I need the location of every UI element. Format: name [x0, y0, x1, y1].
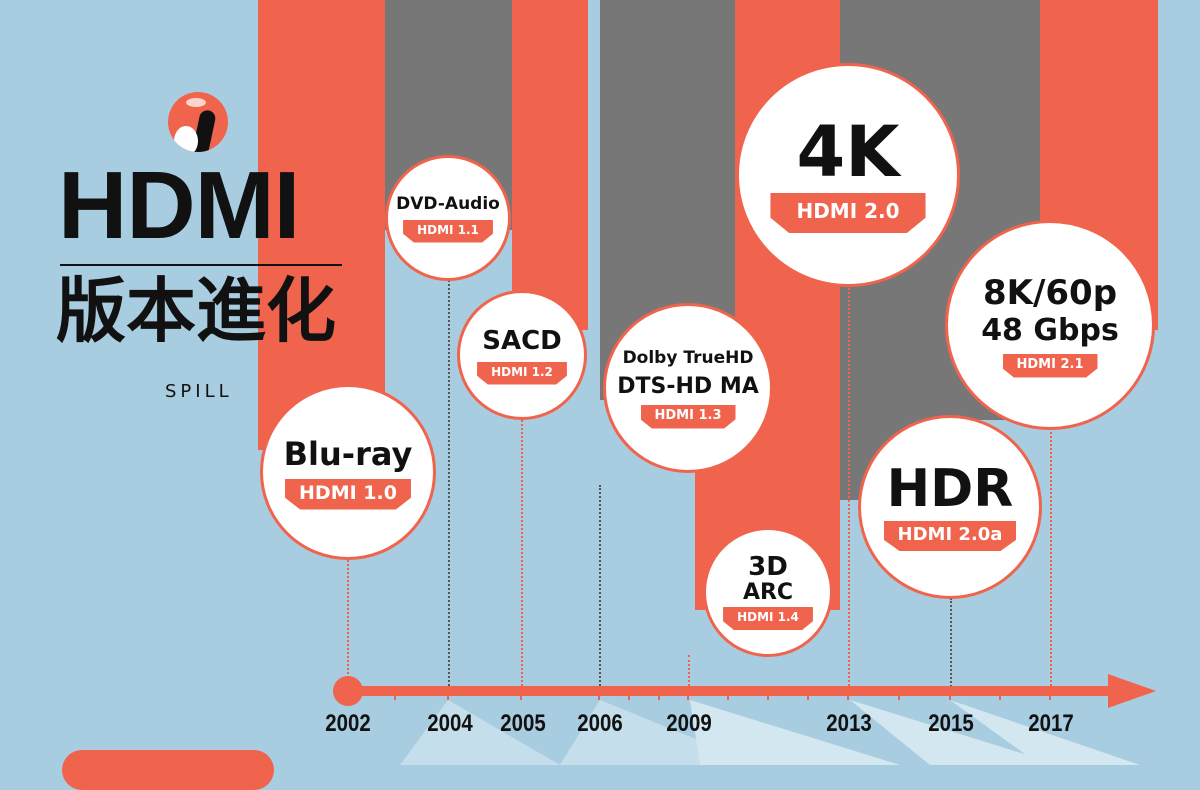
milestone-blu-ray: Blu-ray HDMI 1.0	[260, 384, 436, 560]
version-badge: HDMI 1.2	[477, 361, 567, 385]
feature-label-2: ARC	[742, 580, 794, 605]
tick	[394, 690, 396, 700]
version-badge: HDMI 1.4	[723, 607, 813, 630]
version-badge: HDMI 2.0	[770, 193, 926, 233]
feature-label-2: 48 Gbps	[981, 312, 1119, 348]
tick	[628, 690, 630, 700]
stripe	[258, 0, 385, 450]
connector	[448, 280, 450, 690]
connector	[521, 420, 523, 690]
tick	[658, 690, 660, 700]
version-badge: HDMI 2.1	[1002, 353, 1098, 378]
connector	[688, 655, 690, 690]
milestone-sacd: SACD HDMI 1.2	[457, 290, 587, 420]
connector	[599, 485, 601, 690]
tick	[1049, 690, 1051, 700]
connector	[1050, 425, 1052, 690]
tick	[447, 690, 449, 700]
year-label: 2015	[928, 710, 974, 737]
timeline-arrow	[1108, 674, 1156, 708]
feature-label: Blu-ray	[283, 434, 413, 473]
connector	[347, 560, 349, 690]
feature-label: Dolby TrueHD	[622, 347, 754, 368]
tick	[898, 690, 900, 700]
year-label: 2009	[666, 710, 712, 737]
milestone-4k: 4K HDMI 2.0	[736, 63, 960, 287]
tick	[520, 690, 522, 700]
version-badge: HDMI 2.0a	[883, 521, 1017, 551]
version-badge: HDMI 1.3	[640, 404, 736, 429]
light-rays	[400, 700, 1140, 765]
feature-label-2: DTS-HD MA	[617, 373, 759, 399]
stripe	[512, 0, 588, 330]
year-label: 2005	[500, 710, 546, 737]
feature-label: 8K/60p	[982, 272, 1118, 313]
feature-label: HDR	[886, 459, 1014, 519]
tick	[727, 690, 729, 700]
year-label: 2004	[427, 710, 473, 737]
milestone-dvd-audio: DVD-Audio HDMI 1.1	[385, 155, 511, 281]
timeline-axis	[348, 686, 1118, 696]
year-label: 2002	[325, 710, 371, 737]
version-badge: HDMI 1.0	[285, 478, 411, 510]
page-subtitle: 版本進化	[56, 270, 336, 352]
bottom-tab	[62, 750, 274, 790]
milestone-dolby: Dolby TrueHD DTS-HD MA HDMI 1.3	[603, 303, 773, 473]
divider	[60, 264, 342, 266]
tick	[847, 690, 849, 700]
connector	[950, 598, 952, 690]
milestone-3d: 3D ARC HDMI 1.4	[703, 527, 833, 657]
tick	[807, 690, 809, 700]
tick	[949, 690, 951, 700]
year-label: 2006	[577, 710, 623, 737]
feature-label: DVD-Audio	[396, 193, 500, 214]
milestone-hdr: HDR HDMI 2.0a	[858, 415, 1042, 599]
feature-label: 4K	[796, 111, 900, 193]
tick	[767, 690, 769, 700]
year-label: 2013	[826, 710, 872, 737]
mascot-logo	[168, 92, 228, 152]
brand-logo: SPILL	[165, 381, 233, 402]
milestone-8k: 8K/60p 48 Gbps HDMI 2.1	[945, 220, 1155, 430]
connector	[848, 285, 850, 690]
tick	[687, 690, 689, 700]
version-badge: HDMI 1.1	[403, 219, 493, 243]
feature-label: SACD	[482, 325, 562, 356]
year-label: 2017	[1028, 710, 1074, 737]
tick	[598, 690, 600, 700]
page-title: HDMI	[58, 152, 300, 259]
feature-label: 3D	[748, 552, 788, 582]
tick	[999, 690, 1001, 700]
